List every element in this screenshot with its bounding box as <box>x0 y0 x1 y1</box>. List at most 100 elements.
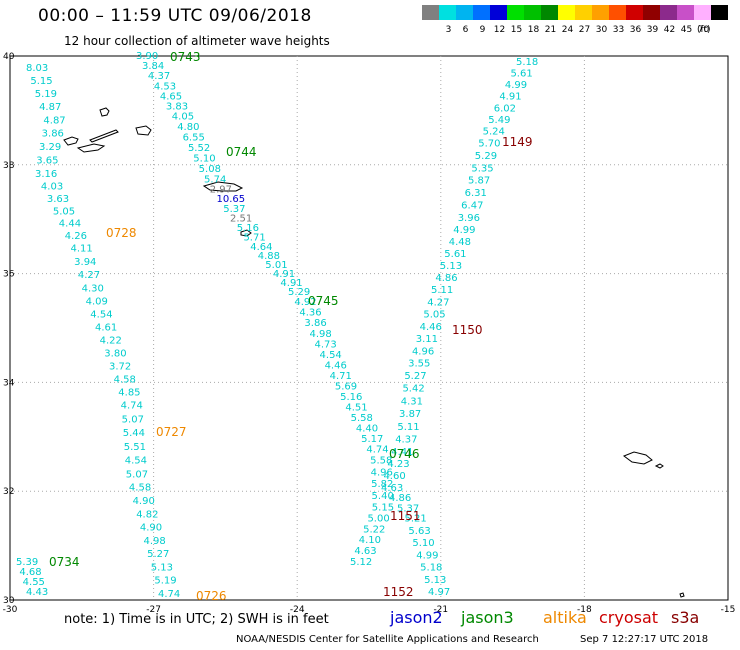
swh-value: 4.98 <box>309 329 331 340</box>
swh-value: 5.17 <box>361 434 383 445</box>
pass-label: 1151 <box>390 509 421 523</box>
swh-value: 4.37 <box>395 435 417 446</box>
swh-value: 4.82 <box>136 509 158 520</box>
swh-value: 5.07 <box>126 469 148 480</box>
swh-value: 4.44 <box>59 219 81 230</box>
pass-label: 0746 <box>389 447 420 461</box>
swh-value: 5.63 <box>408 526 430 537</box>
island-flores <box>99 107 110 117</box>
swh-value: 4.80 <box>177 122 199 133</box>
swh-value: 4.23 <box>387 459 409 470</box>
islands <box>63 107 685 598</box>
swh-value: 5.16 <box>237 223 259 234</box>
swh-value: 5.22 <box>363 524 385 535</box>
swh-value: 4.85 <box>118 387 140 398</box>
swh-value: 5.44 <box>123 428 145 439</box>
swh-value: 4.86 <box>389 493 411 504</box>
legend-label: 12 <box>493 25 506 35</box>
swh-value: 4.54 <box>320 350 342 361</box>
lat-tick-label: 34 <box>3 378 15 388</box>
lat-tick-label: 36 <box>3 270 15 280</box>
swh-value: 5.52 <box>188 143 210 154</box>
swh-value: 6.31 <box>465 188 487 199</box>
legend-label: 15 <box>510 25 523 35</box>
pass-label: 0728 <box>106 226 137 240</box>
swh-value: 3.96 <box>458 213 480 224</box>
swh-value: 4.91 <box>273 269 295 280</box>
swh-value: 4.97 <box>428 587 450 598</box>
island-terceira <box>135 125 152 136</box>
swh-value: 6.47 <box>461 200 483 211</box>
swh-value: 5.35 <box>471 163 493 174</box>
legend-swatch <box>660 5 677 20</box>
swh-value: 5.40 <box>372 491 394 502</box>
legend-unit: (ft) <box>697 25 711 35</box>
legend-label: 39 <box>646 25 659 35</box>
pass-label: 1150 <box>452 323 483 337</box>
swh-value: 5.37 <box>397 503 419 514</box>
swh-value: 5.18 <box>420 563 442 574</box>
pass-label: 0743 <box>170 50 201 64</box>
legend-swatch <box>473 5 490 20</box>
swh-value: 3.86 <box>304 318 326 329</box>
island-sao-miguel <box>202 181 244 192</box>
swh-value: 5.51 <box>124 442 146 453</box>
swh-value: 4.96 <box>371 467 393 478</box>
swh-value: 4.63 <box>354 546 376 557</box>
swh-value: 5.61 <box>444 249 466 260</box>
swh-value: 5.12 <box>350 557 372 568</box>
swh-value: 3.63 <box>47 194 69 205</box>
legend-label: 45 <box>680 25 693 35</box>
swh-value: 5.49 <box>488 115 510 126</box>
legend-label: 30 <box>595 25 608 35</box>
map-title: 00:00 – 11:59 UTC 09/06/2018 <box>38 6 312 26</box>
swh-value: 5.10 <box>193 153 215 164</box>
swh-value: 4.22 <box>100 335 122 346</box>
swh-value: 5.87 <box>468 176 490 187</box>
swh-value: 5.08 <box>199 164 221 175</box>
swh-value: 3.65 <box>36 156 58 167</box>
axis-tick-labels: -30 -27 -24 -21 -18 -15 40 38 36 34 32 30 <box>3 52 736 615</box>
swh-value: 4.61 <box>95 322 117 333</box>
swh-value: 4.41 <box>391 447 413 458</box>
lon-tick-label: -18 <box>577 605 592 615</box>
swh-value: 4.90 <box>133 496 155 507</box>
legend-swatch <box>558 5 575 20</box>
swh-value: 4.26 <box>65 231 87 242</box>
swh-value: 5.05 <box>423 310 445 321</box>
swh-value: 5.18 <box>516 57 538 68</box>
swh-value: 4.60 <box>383 471 405 482</box>
swh-value: 4.03 <box>41 181 63 192</box>
swh-value: 4.74 <box>121 401 143 412</box>
swh-value: 4.37 <box>148 71 170 82</box>
legend-swatch <box>711 5 728 20</box>
swh-value: 5.13 <box>424 575 446 586</box>
swh-value: 4.92 <box>294 297 316 308</box>
lon-tick-label: -24 <box>290 605 305 615</box>
swh-value: 8.03 <box>26 63 48 74</box>
swh-value: 5.15 <box>372 502 394 513</box>
map-subtitle: 12 hour collection of altimeter wave hei… <box>64 34 330 48</box>
swh-value: 5.01 <box>265 260 287 271</box>
swh-value: 5.11 <box>397 422 419 433</box>
swh-value: 5.39 <box>16 557 38 568</box>
pass-label: 0744 <box>226 145 257 159</box>
swh-value: 6.55 <box>183 133 205 144</box>
swh-value: 4.86 <box>435 273 457 284</box>
swh-value: 4.87 <box>39 102 61 113</box>
swh-value: 3.72 <box>109 361 131 372</box>
island-desertas <box>679 592 685 598</box>
swh-value: 3.29 <box>39 142 61 153</box>
swh-value: 5.19 <box>154 576 176 587</box>
swh-value: 4.74 <box>158 589 180 600</box>
island-madeira <box>622 451 653 465</box>
swh-value: 4.91 <box>280 278 302 289</box>
legend-label: 9 <box>479 25 486 35</box>
swh-value: 3.90 <box>136 51 158 62</box>
pass-label: 0727 <box>156 425 187 439</box>
swh-value: 5.58 <box>351 413 373 424</box>
swh-value: 4.30 <box>82 283 104 294</box>
swh-value: 4.05 <box>172 112 194 123</box>
swh-value: 5.07 <box>122 414 144 425</box>
swh-value: 4.64 <box>250 242 272 253</box>
